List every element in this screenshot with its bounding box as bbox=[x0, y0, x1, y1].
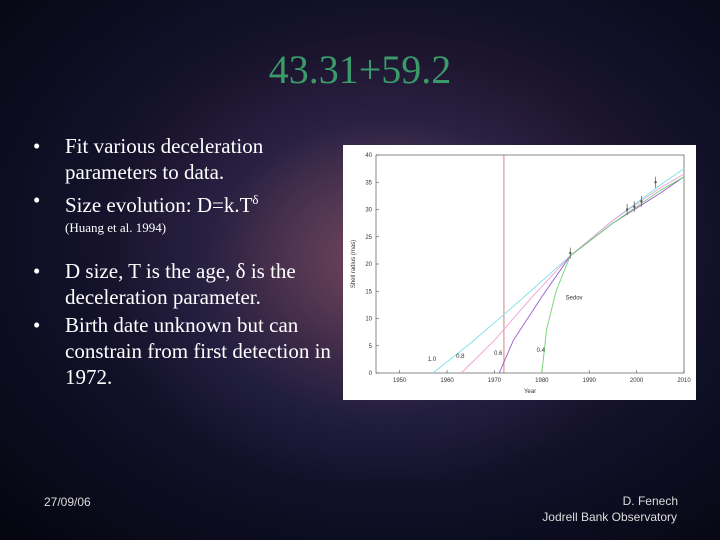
superscript: δ bbox=[252, 192, 259, 207]
bullet-text: Birth date unknown but can constrain fro… bbox=[65, 313, 331, 389]
y-tick-label: 30 bbox=[365, 208, 372, 214]
curve-label: 0.6 bbox=[494, 351, 503, 357]
y-tick-label: 40 bbox=[365, 153, 372, 159]
y-tick-label: 35 bbox=[365, 180, 372, 186]
y-tick-label: 10 bbox=[365, 317, 372, 323]
data-point bbox=[569, 251, 572, 255]
footer-date: 27/09/06 bbox=[44, 495, 91, 509]
data-point bbox=[633, 205, 636, 208]
bullet-text: Fit various deceleration parameters to d… bbox=[65, 134, 264, 184]
y-tick-label: 20 bbox=[365, 262, 372, 268]
y-tick-label: 25 bbox=[365, 235, 372, 241]
bullet: Size evolution: D=k.Tδ (Huang et al. 1994… bbox=[30, 187, 340, 236]
x-tick-label: 2000 bbox=[630, 378, 644, 384]
y-tick-label: 5 bbox=[369, 344, 373, 350]
curve-label: 0.8 bbox=[456, 354, 465, 360]
footer-author: D. Fenech bbox=[622, 494, 678, 508]
bullet: Birth date unknown but can constrain fro… bbox=[30, 312, 340, 390]
data-point bbox=[654, 181, 657, 184]
figure: 1950 1960 1970 1980 1990 2000 2010 0 5 10 15 20 25 30… bbox=[343, 145, 696, 400]
y-axis-label: Shell radius (mas) bbox=[351, 240, 357, 288]
curve-label: 0.4 bbox=[537, 348, 546, 354]
figure-background bbox=[343, 145, 696, 400]
annotation: Sedov bbox=[566, 295, 583, 301]
y-tick-label: 0 bbox=[369, 371, 373, 377]
x-axis-label: Year bbox=[524, 389, 536, 395]
x-tick-label: 2010 bbox=[677, 378, 691, 384]
data-point bbox=[640, 200, 643, 203]
bullet: D size, T is the age, δ is the decelerat… bbox=[30, 258, 340, 310]
bullet-list: Fit various deceleration parameters to d… bbox=[30, 133, 340, 392]
slide-title: 43.31+59.2 bbox=[268, 47, 452, 92]
bullet-text: Size evolution: D=k.T bbox=[65, 193, 253, 217]
y-tick-label: 15 bbox=[365, 289, 372, 295]
citation: (Huang et al. 1994) bbox=[65, 220, 167, 235]
data-point bbox=[625, 208, 629, 211]
x-tick-label: 1980 bbox=[535, 378, 549, 384]
x-tick-label: 1950 bbox=[393, 378, 407, 384]
bullet: Fit various deceleration parameters to d… bbox=[30, 133, 340, 185]
x-tick-label: 1960 bbox=[440, 378, 454, 384]
x-tick-label: 1990 bbox=[583, 378, 597, 384]
bullet-text: D size, T is the age, δ is the decelerat… bbox=[65, 259, 296, 309]
footer-institution: Jodrell Bank Observatory bbox=[542, 510, 677, 524]
x-tick-label: 1970 bbox=[488, 378, 502, 384]
curve-label: 1.0 bbox=[428, 357, 437, 363]
